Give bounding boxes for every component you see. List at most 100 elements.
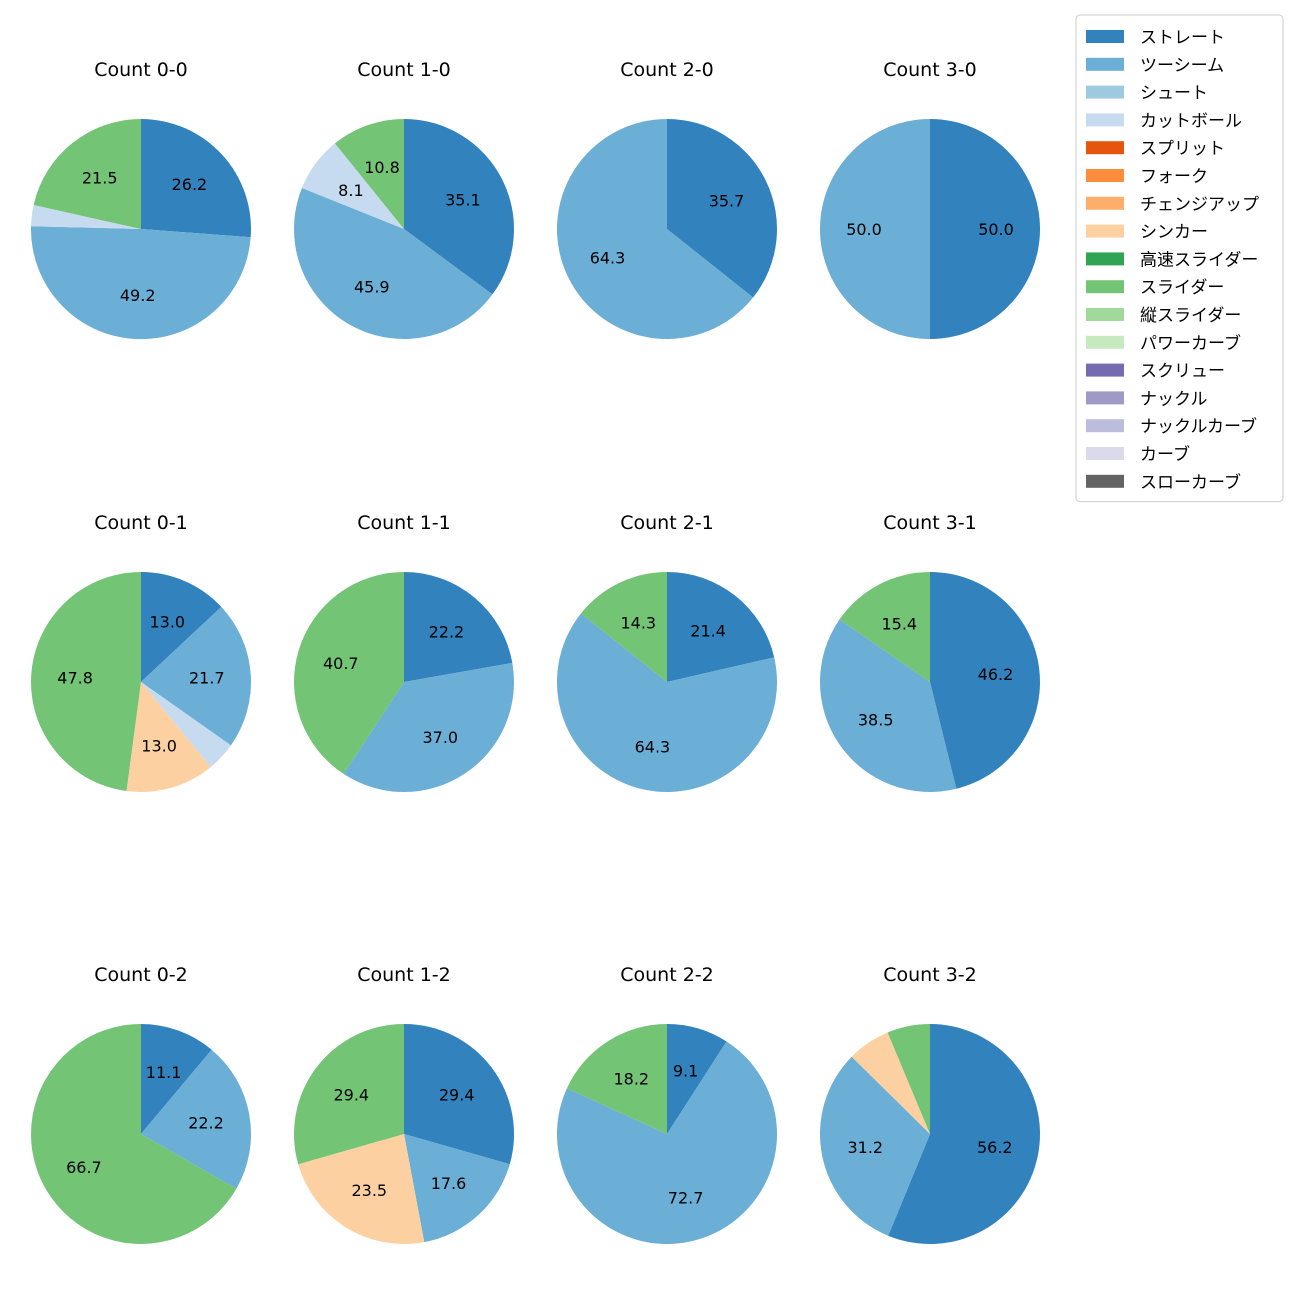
- pie-slice: [141, 1024, 212, 1134]
- legend-swatch: [1086, 169, 1124, 182]
- pie-slice: [404, 1134, 510, 1243]
- slice-label: 45.9: [354, 278, 390, 297]
- pie-slice: [930, 572, 1040, 789]
- pie-title: Count 3-1: [883, 512, 977, 534]
- slice-label: 37.0: [422, 728, 458, 747]
- slice-label: 15.4: [881, 615, 917, 634]
- pie-count-1-1: Count 1-1 22.2 37.0 40.7: [294, 512, 515, 792]
- slice-label: 8.1: [338, 181, 363, 200]
- pie-slice: [141, 572, 222, 682]
- legend-swatch: [1086, 474, 1124, 488]
- legend-label: ストレート: [1140, 28, 1225, 48]
- legend-swatch: [1086, 391, 1124, 405]
- slice-label: 64.3: [635, 737, 671, 756]
- pie-slice: [820, 119, 930, 339]
- pie-slice: [566, 1024, 667, 1134]
- legend-swatch: [1086, 113, 1124, 127]
- slice-label: 22.2: [188, 1113, 224, 1132]
- pie-count-3-1: Count 3-1 46.2 38.5 15.4: [819, 512, 1040, 792]
- legend-label: 高速スライダー: [1140, 250, 1258, 270]
- legend-swatch: [1086, 419, 1124, 433]
- slice-label: 38.5: [858, 711, 894, 730]
- slice-label: 21.5: [82, 169, 118, 188]
- pie-count-2-2: Count 2-2 9.1 72.7 18.2: [556, 964, 777, 1245]
- pie-slice: [851, 1032, 930, 1134]
- legend-label: スクリュー: [1140, 362, 1225, 382]
- pie-slice: [888, 1024, 1040, 1244]
- pie-slice: [404, 572, 513, 682]
- legend-swatch: [1086, 85, 1124, 99]
- legend-swatch: [1086, 141, 1124, 155]
- legend-label: フォーク: [1140, 167, 1208, 187]
- pie-slice: [301, 143, 404, 229]
- slice-label: 29.4: [439, 1085, 475, 1104]
- legend-label: チェンジアップ: [1140, 195, 1259, 215]
- legend-frame: [1075, 14, 1284, 503]
- pie-slice: [293, 187, 493, 340]
- slice-label: 64.3: [590, 249, 626, 268]
- legend-swatch: [1086, 30, 1124, 43]
- legend-label: スプリット: [1140, 139, 1225, 159]
- legend-swatch: [1086, 308, 1124, 321]
- pie-slice: [294, 572, 404, 774]
- legend-label: カーブ: [1140, 444, 1190, 465]
- pie-count-2-1: Count 2-1 21.4 64.3 14.3: [557, 512, 778, 792]
- pie-title: Count 1-2: [357, 964, 451, 986]
- legend-label: スライダー: [1140, 278, 1224, 298]
- pie-title: Count 0-0: [94, 59, 188, 81]
- slice-label: 46.2: [978, 665, 1014, 684]
- slice-label: 50.0: [978, 220, 1014, 239]
- legend-label: 縦スライダー: [1140, 306, 1241, 326]
- legend-swatch: [1086, 335, 1124, 349]
- pie-title: Count 3-0: [883, 59, 977, 81]
- pie-slice: [141, 606, 252, 746]
- slice-label: 13.0: [149, 612, 185, 631]
- slice-label: 23.5: [351, 1181, 387, 1200]
- pie-title: Count 2-2: [620, 964, 714, 986]
- pie-slice: [580, 572, 667, 682]
- pie-slice: [334, 119, 404, 229]
- slice-label: 35.1: [445, 190, 481, 209]
- pie-count-3-2: Count 3-2 56.2 31.2: [819, 964, 1040, 1244]
- slice-label: 21.7: [189, 668, 225, 687]
- pie-slice: [667, 572, 775, 682]
- legend-label: カットボール: [1140, 111, 1242, 131]
- slice-label: 22.2: [429, 622, 465, 641]
- pie-count-3-0: Count 3-0 50.0 50.0: [820, 59, 1040, 339]
- slice-label: 26.2: [172, 175, 208, 194]
- pie-slice: [556, 119, 754, 339]
- slice-label: 47.8: [57, 669, 93, 688]
- pie-slice: [930, 119, 1040, 339]
- legend-label: ナックルカーブ: [1140, 416, 1257, 437]
- pie-slice: [404, 1024, 515, 1165]
- legend-label: スローカーブ: [1140, 472, 1241, 493]
- pie-title: Count 1-0: [357, 59, 451, 81]
- legend-swatch: [1086, 447, 1124, 460]
- pie-slice: [31, 1024, 237, 1244]
- pie-count-2-0: Count 2-0 35.7 64.3: [556, 59, 777, 339]
- slice-label: 17.6: [431, 1174, 467, 1193]
- legend-label: シュート: [1140, 84, 1208, 104]
- slice-label: 11.1: [146, 1063, 182, 1082]
- pie-slice: [31, 205, 142, 229]
- slice-label: 56.2: [977, 1138, 1013, 1157]
- slice-label: 66.7: [66, 1158, 102, 1177]
- pie-slice: [819, 619, 957, 792]
- legend-swatch: [1086, 252, 1124, 266]
- slice-label: 14.3: [620, 614, 656, 633]
- slice-label: 9.1: [673, 1062, 698, 1081]
- pie-title: Count 2-1: [620, 512, 714, 534]
- pie-slice: [887, 1024, 930, 1134]
- pie-slice: [343, 662, 515, 792]
- pie-slice: [667, 119, 777, 298]
- slice-label: 35.7: [709, 191, 745, 210]
- pie-count-0-1: Count 0-1 13.0 21.7 13.0 47.8: [31, 512, 252, 792]
- pie-slice: [141, 682, 231, 768]
- legend-swatch: [1086, 57, 1124, 71]
- pie-title: Count 0-2: [94, 964, 188, 986]
- legend-label: ナックル: [1140, 389, 1208, 409]
- pie-title: Count 2-0: [620, 59, 714, 81]
- slice-label: 40.7: [323, 654, 359, 673]
- pie-slice: [31, 572, 141, 792]
